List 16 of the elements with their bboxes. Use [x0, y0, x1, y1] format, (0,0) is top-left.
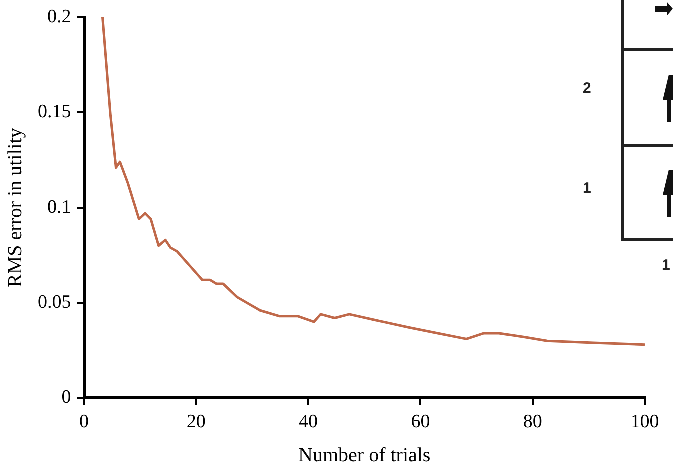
x-tick-label: 0	[80, 412, 89, 433]
x-tick-label: 40	[299, 412, 318, 433]
text: 1	[662, 257, 670, 274]
x-tick-label: 20	[186, 412, 206, 433]
annotation: 1	[583, 180, 592, 197]
y-tick-label: 0.1	[48, 196, 72, 218]
annotation: 2	[583, 80, 592, 97]
y-tick-label: 0	[62, 387, 72, 408]
y-axis-title: RMS error in utility	[4, 128, 26, 288]
y-tick-label: 0.2	[48, 6, 72, 28]
x-axis-title: Number of trials	[298, 444, 431, 466]
x-tick-label: 80	[523, 412, 542, 433]
x-tick-label: 60	[411, 412, 430, 433]
y-tick-label: 0.05	[38, 292, 72, 313]
y-tick-label: 0.15	[38, 102, 72, 123]
x-tick-label: 100	[630, 412, 660, 433]
